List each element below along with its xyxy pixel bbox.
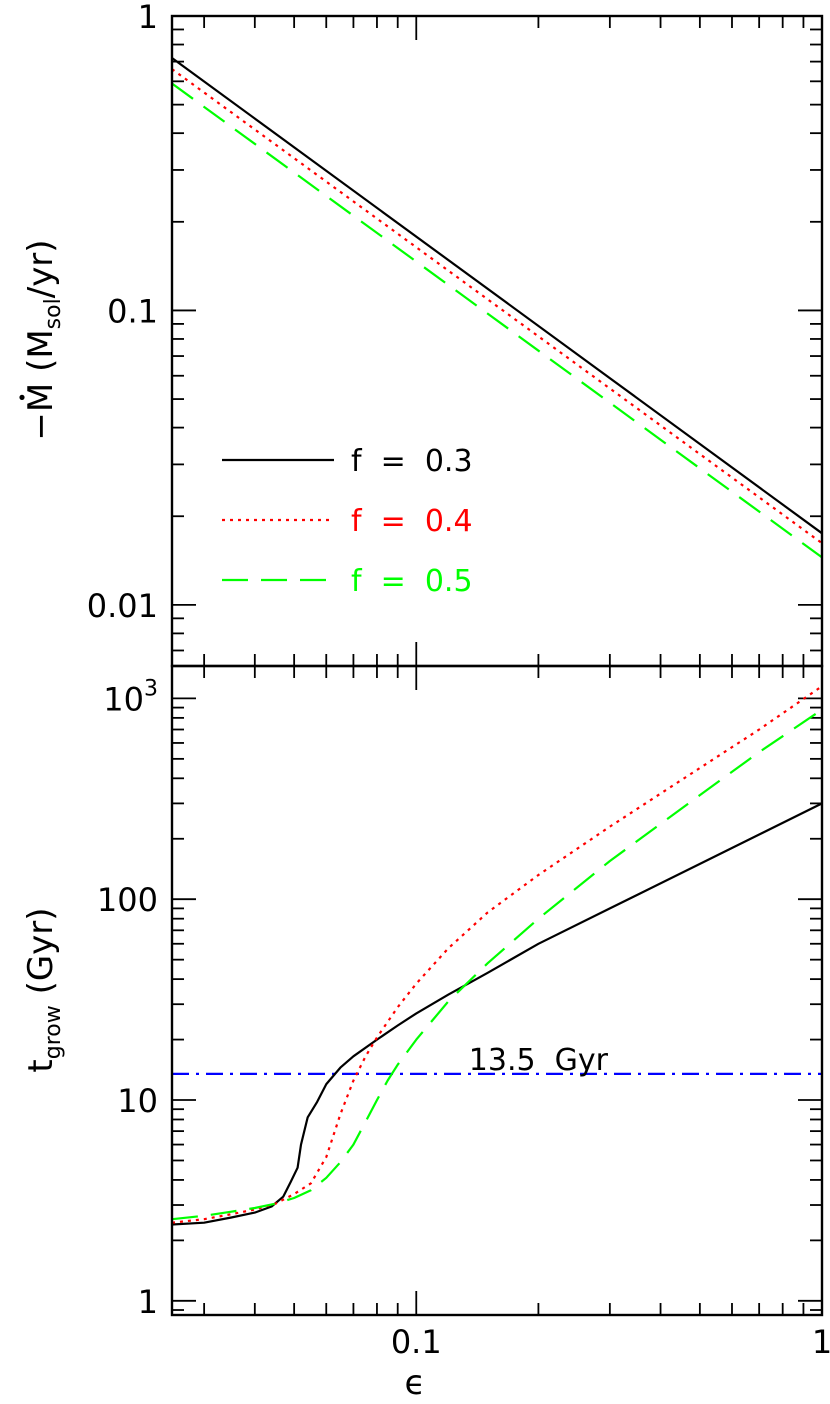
annotation: 13.5 Gyr: [469, 1043, 609, 1078]
overdot: [19, 394, 25, 400]
y-tick-label: 0.1: [107, 292, 158, 330]
series-line-3: [172, 82, 822, 559]
top-frame: [170, 14, 824, 668]
top-panel: 0.01 0.1 1 f = 0.3 f = 0.4 f = 0.5: [87, 0, 824, 668]
bottom-panel: 1 10 100 103 0.1 1 13.5 Gyr: [97, 664, 830, 1361]
y-tick-label: 10: [117, 1082, 158, 1120]
series-line-2: [172, 68, 822, 545]
top-axes: [172, 15, 823, 666]
y-tick-label-exponent: 3: [144, 676, 158, 701]
y-tick-label: 103: [103, 676, 158, 718]
y-tick-label: 1: [138, 1283, 158, 1321]
bottom-axes: [172, 666, 823, 1315]
series-line-1: [172, 57, 822, 535]
bottom-plot-area: [172, 685, 822, 1226]
legend: f = 0.3 f = 0.4 f = 0.5: [222, 444, 473, 599]
y-tick-label: 1: [138, 0, 158, 36]
legend-label: f = 0.4: [351, 504, 473, 539]
series-line-1: [172, 802, 822, 1226]
y-tick-label: 100: [97, 881, 158, 919]
x-axis-label: ϵ: [405, 1363, 426, 1403]
x-tick-label: 1: [812, 1323, 830, 1361]
top-plot-area: [172, 57, 822, 559]
top-y-axis-label: −M (Msol/yr): [21, 239, 66, 440]
y-tick-label: 0.01: [87, 587, 158, 625]
bottom-y-axis-label: tgrow (Gyr): [21, 907, 66, 1072]
mdot-symbol: M: [21, 383, 61, 412]
legend-label: f = 0.5: [351, 564, 473, 599]
axis-labels: −M (Msol/yr) tgrow (Gyr) ϵ: [19, 239, 425, 1403]
series-line-3: [172, 708, 822, 1221]
legend-label: f = 0.3: [351, 444, 473, 479]
x-tick-label: 0.1: [391, 1323, 442, 1361]
bottom-frame: [170, 664, 824, 1317]
